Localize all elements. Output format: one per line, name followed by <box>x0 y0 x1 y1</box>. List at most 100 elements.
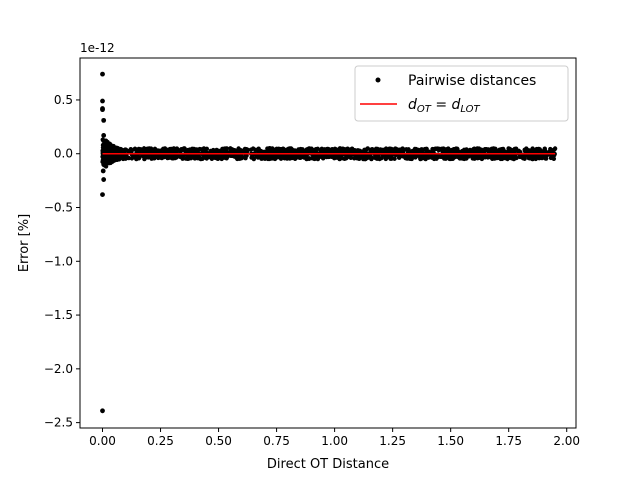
scatter-point <box>403 153 408 159</box>
scatter-point <box>475 146 480 151</box>
scatter-point <box>418 156 423 162</box>
scatter-point <box>484 147 489 152</box>
x-tick-label: 0.00 <box>89 434 116 448</box>
scatter-point <box>251 156 257 162</box>
y-tick-label: −1.0 <box>44 254 73 268</box>
scatter-point <box>186 155 191 160</box>
scatter-point <box>101 177 107 182</box>
scatter-point <box>392 156 397 161</box>
scatter-point <box>101 149 106 154</box>
scatter-point <box>306 146 312 151</box>
scatter-point <box>109 157 115 163</box>
scatter-point <box>197 146 202 152</box>
scatter-point <box>105 153 111 159</box>
scatter-point <box>440 154 446 160</box>
y-offset-label: 1e-12 <box>80 41 115 55</box>
scatter-point <box>100 168 106 174</box>
scatter-point <box>174 146 180 151</box>
y-axis-label: Error [%] <box>17 214 32 272</box>
scatter-point <box>408 155 414 161</box>
scatter-point <box>532 154 538 159</box>
scatter-point <box>116 147 122 152</box>
scatter-point <box>337 154 343 159</box>
scatter-point <box>142 156 147 162</box>
scatter-point <box>379 155 384 161</box>
scatter-point <box>279 147 284 152</box>
scatter-point <box>508 154 514 159</box>
scatter-point <box>479 147 484 152</box>
scatter-point <box>195 155 201 161</box>
scatter-point <box>231 153 237 159</box>
scatter-point <box>433 146 439 152</box>
scatter-point <box>489 147 494 152</box>
scatter-point <box>104 158 110 164</box>
y-axis-ticks: −2.5 −2.0 −1.5 −1.0 −0.5 0.0 0.5 <box>44 93 80 430</box>
scatter-point <box>283 148 288 153</box>
scatter-point <box>190 146 195 151</box>
scatter-point <box>212 155 218 160</box>
y-tick-label: −0.5 <box>44 201 73 215</box>
scatter-point <box>522 156 527 161</box>
scatter-point <box>107 144 112 150</box>
scatter-point <box>375 148 381 154</box>
scatter-point <box>542 146 547 151</box>
scatter-point <box>534 146 539 152</box>
scatter-point <box>220 146 225 152</box>
scatter-point <box>543 156 549 161</box>
scatter-point <box>530 146 535 151</box>
scatter-point <box>318 148 323 153</box>
plot-content <box>100 71 558 414</box>
scatter-point <box>101 133 107 138</box>
scatter-point <box>100 71 105 77</box>
scatter-point <box>449 154 455 160</box>
scatter-point <box>179 147 184 152</box>
scatter-point <box>462 155 467 161</box>
scatter-point <box>132 147 138 152</box>
y-tick-label: −1.5 <box>44 308 73 322</box>
scatter-point <box>357 148 362 153</box>
y-tick-label: −2.0 <box>44 362 73 376</box>
scatter-point <box>235 149 240 154</box>
scatter-point <box>345 146 350 151</box>
scatter-point <box>374 153 379 159</box>
y-tick-label: 0.0 <box>54 147 73 161</box>
x-tick-label: 1.75 <box>495 434 522 448</box>
scatter-point <box>219 156 224 162</box>
x-tick-label: 0.50 <box>205 434 232 448</box>
scatter-point <box>267 156 272 162</box>
y-tick-label: 0.5 <box>54 93 73 107</box>
legend-line-sub2: LOT <box>460 104 480 115</box>
scatter-point <box>172 155 178 161</box>
scatter-point <box>185 147 191 153</box>
scatter-point <box>500 146 506 152</box>
scatter-point <box>410 148 415 154</box>
scatter-point <box>203 155 209 160</box>
scatter-point <box>101 162 107 167</box>
scatter-point <box>527 154 532 159</box>
scatter-point <box>455 146 460 152</box>
scatter-point <box>158 155 164 160</box>
scatter-point <box>430 146 435 152</box>
scatter-point <box>424 146 429 152</box>
scatter-point <box>514 155 519 161</box>
x-tick-label: 0.25 <box>147 434 174 448</box>
scatter-point <box>278 156 284 161</box>
scatter-point <box>389 147 394 153</box>
scatter-point <box>224 146 229 151</box>
legend-scatter-label: Pairwise distances <box>408 73 536 89</box>
scatter-point <box>262 156 268 161</box>
scatter-point <box>204 146 210 152</box>
y-tick-label: −2.5 <box>44 416 73 430</box>
scatter-point <box>100 408 105 414</box>
legend-box <box>354 65 569 122</box>
legend: Pairwise distances dOT = dLOT <box>354 65 569 122</box>
scatter-point <box>151 149 156 154</box>
scatter-point <box>253 147 258 153</box>
scatter-point <box>446 146 451 151</box>
scatter-point <box>240 149 245 154</box>
scatter-point <box>208 148 213 154</box>
scatter-point <box>363 147 369 153</box>
scatter-point <box>509 147 514 153</box>
scatter-point <box>369 146 375 152</box>
